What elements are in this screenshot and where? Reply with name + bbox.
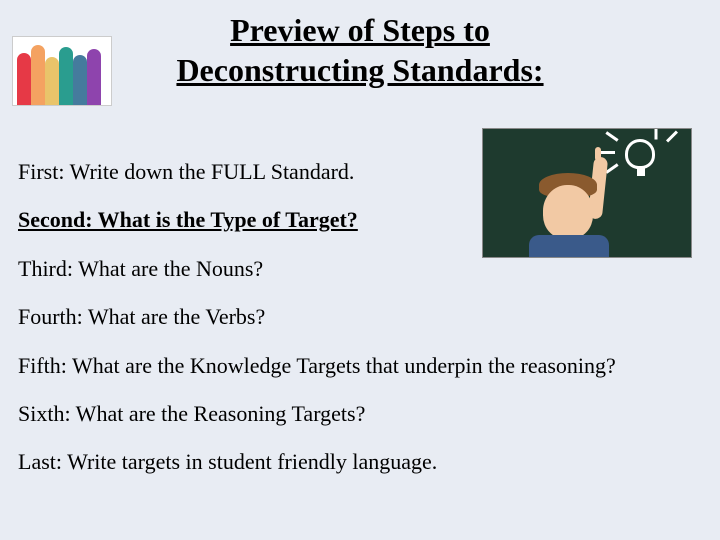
hand-shape [31, 45, 45, 105]
light-ray [605, 131, 618, 141]
hand-shape [73, 55, 87, 105]
hand-shape [17, 53, 31, 105]
light-ray [666, 130, 678, 142]
hands-illustration [12, 36, 112, 106]
hand-shape [45, 57, 59, 105]
step-4: Fourth: What are the Verbs? [18, 293, 702, 341]
step-7: Last: Write targets in student friendly … [18, 438, 702, 486]
title-line-1: Preview of Steps to [230, 12, 490, 48]
step-1: First: Write down the FULL Standard. [18, 148, 702, 196]
step-2: Second: What is the Type of Target? [18, 196, 702, 244]
step-5: Fifth: What are the Knowledge Targets th… [18, 342, 702, 390]
slide-title: Preview of Steps to Deconstructing Stand… [176, 10, 543, 90]
step-6: Sixth: What are the Reasoning Targets? [18, 390, 702, 438]
step-3: Third: What are the Nouns? [18, 245, 702, 293]
hand-shape [87, 49, 101, 105]
title-line-2: Deconstructing Standards: [176, 52, 543, 88]
light-ray [655, 128, 658, 140]
hand-shape [59, 47, 73, 105]
steps-list: First: Write down the FULL Standard. Sec… [18, 148, 702, 487]
